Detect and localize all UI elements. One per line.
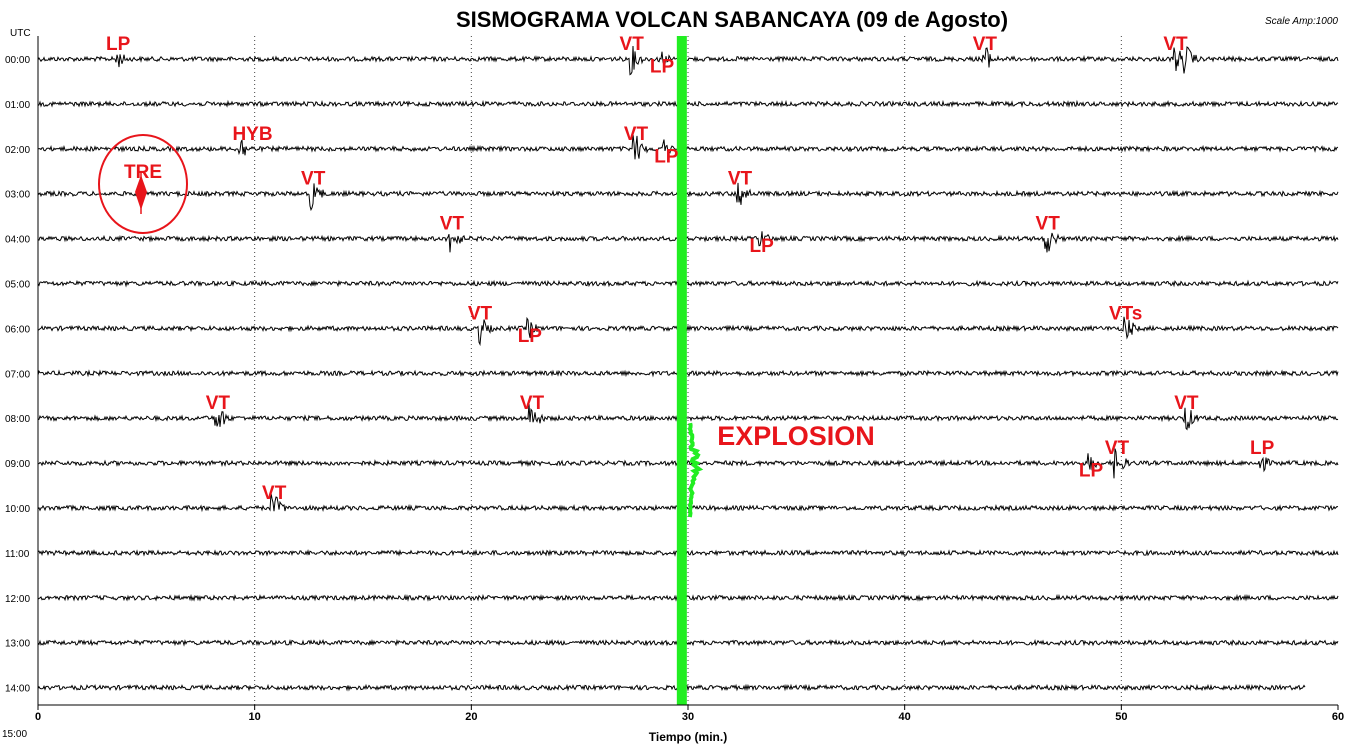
grid-lines (254, 36, 1122, 705)
trace-row (37, 134, 1339, 160)
trace-row (37, 99, 1339, 108)
explosion-band (676, 36, 687, 705)
event-label: VT (440, 214, 465, 235)
event-label: VT (301, 169, 326, 190)
event-label: VT (1163, 34, 1188, 55)
trace-row (37, 448, 1339, 479)
event-label: VT (520, 393, 545, 414)
trace-row (37, 369, 1339, 378)
hour-label: 00:00 (5, 55, 30, 66)
event-label: VT (973, 34, 998, 55)
hour-label: 04:00 (5, 235, 30, 246)
event-label: LP (518, 326, 543, 347)
tremor-circle (98, 134, 188, 234)
tremor-label: TRE (124, 162, 162, 183)
event-label: LP (1079, 461, 1104, 482)
hour-label: 13:00 (5, 639, 30, 650)
scale-amplitude-label: Scale Amp:1000 (1265, 16, 1338, 27)
hour-label: 11:00 (5, 549, 30, 560)
event-label: VT (1174, 393, 1199, 414)
tremor-marker: TRE (98, 134, 188, 234)
event-label: VT (468, 303, 493, 324)
trace-row (37, 182, 1339, 212)
trace-row (37, 316, 1339, 347)
x-tick-label: 20 (465, 711, 477, 723)
event-label: VT (624, 124, 649, 145)
hour-label: 03:00 (5, 190, 30, 201)
hour-label: 15:00 (2, 729, 27, 740)
explosion-label: EXPLOSION (717, 421, 875, 451)
x-tick-label: 0 (35, 711, 41, 723)
explosion-signal (676, 36, 704, 705)
hour-label: 02:00 (5, 145, 30, 156)
event-label: VT (206, 393, 231, 414)
explosion-burst (687, 422, 704, 518)
x-axis: 0 10 20 30 40 50 60 (35, 36, 1344, 723)
hour-label: 12:00 (5, 594, 30, 605)
hour-label: 10:00 (5, 504, 30, 515)
hour-label: 08:00 (5, 414, 30, 425)
x-tick-label: 30 (682, 711, 694, 723)
event-label: VT (1036, 214, 1061, 235)
event-label: VTs (1109, 303, 1142, 324)
hour-label: 05:00 (5, 280, 30, 291)
event-label: VT (620, 34, 645, 55)
hour-label: 01:00 (5, 100, 30, 111)
trace-row (37, 548, 1339, 557)
trace-row (37, 638, 1339, 647)
event-label: LP (654, 146, 679, 167)
trace-row (37, 683, 1306, 692)
event-label: LP (750, 236, 775, 257)
trace-row (37, 403, 1339, 431)
event-label: LP (106, 34, 131, 55)
y-axis-label: UTC (10, 28, 31, 39)
trace-row (37, 493, 1339, 513)
hour-label: 07:00 (5, 369, 30, 380)
hour-label: 14:00 (5, 684, 30, 695)
trace-row (37, 45, 1339, 76)
event-label: VT (262, 483, 287, 504)
event-label: VT (728, 169, 753, 190)
hour-labels: 00:00 01:00 02:00 03:00 04:00 05:00 06:00 07:00… (2, 55, 30, 740)
event-label: LP (1250, 438, 1275, 459)
trace-row (37, 593, 1339, 602)
x-tick-label: 40 (899, 711, 911, 723)
x-tick-label: 50 (1115, 711, 1127, 723)
x-tick-label: 10 (249, 711, 261, 723)
x-axis-label: Tiempo (min.) (649, 730, 727, 744)
chart-title: SISMOGRAMA VOLCAN SABANCAYA (09 de Agost… (456, 7, 1008, 32)
trace-row (37, 279, 1339, 288)
hour-label: 09:00 (5, 459, 30, 470)
hour-label: 06:00 (5, 324, 30, 335)
x-tick-label: 60 (1332, 711, 1344, 723)
event-label: HYB (232, 124, 272, 145)
event-label: VT (1105, 438, 1130, 459)
event-label: LP (650, 56, 675, 77)
trace-row (37, 231, 1339, 253)
seismic-traces (37, 45, 1339, 692)
